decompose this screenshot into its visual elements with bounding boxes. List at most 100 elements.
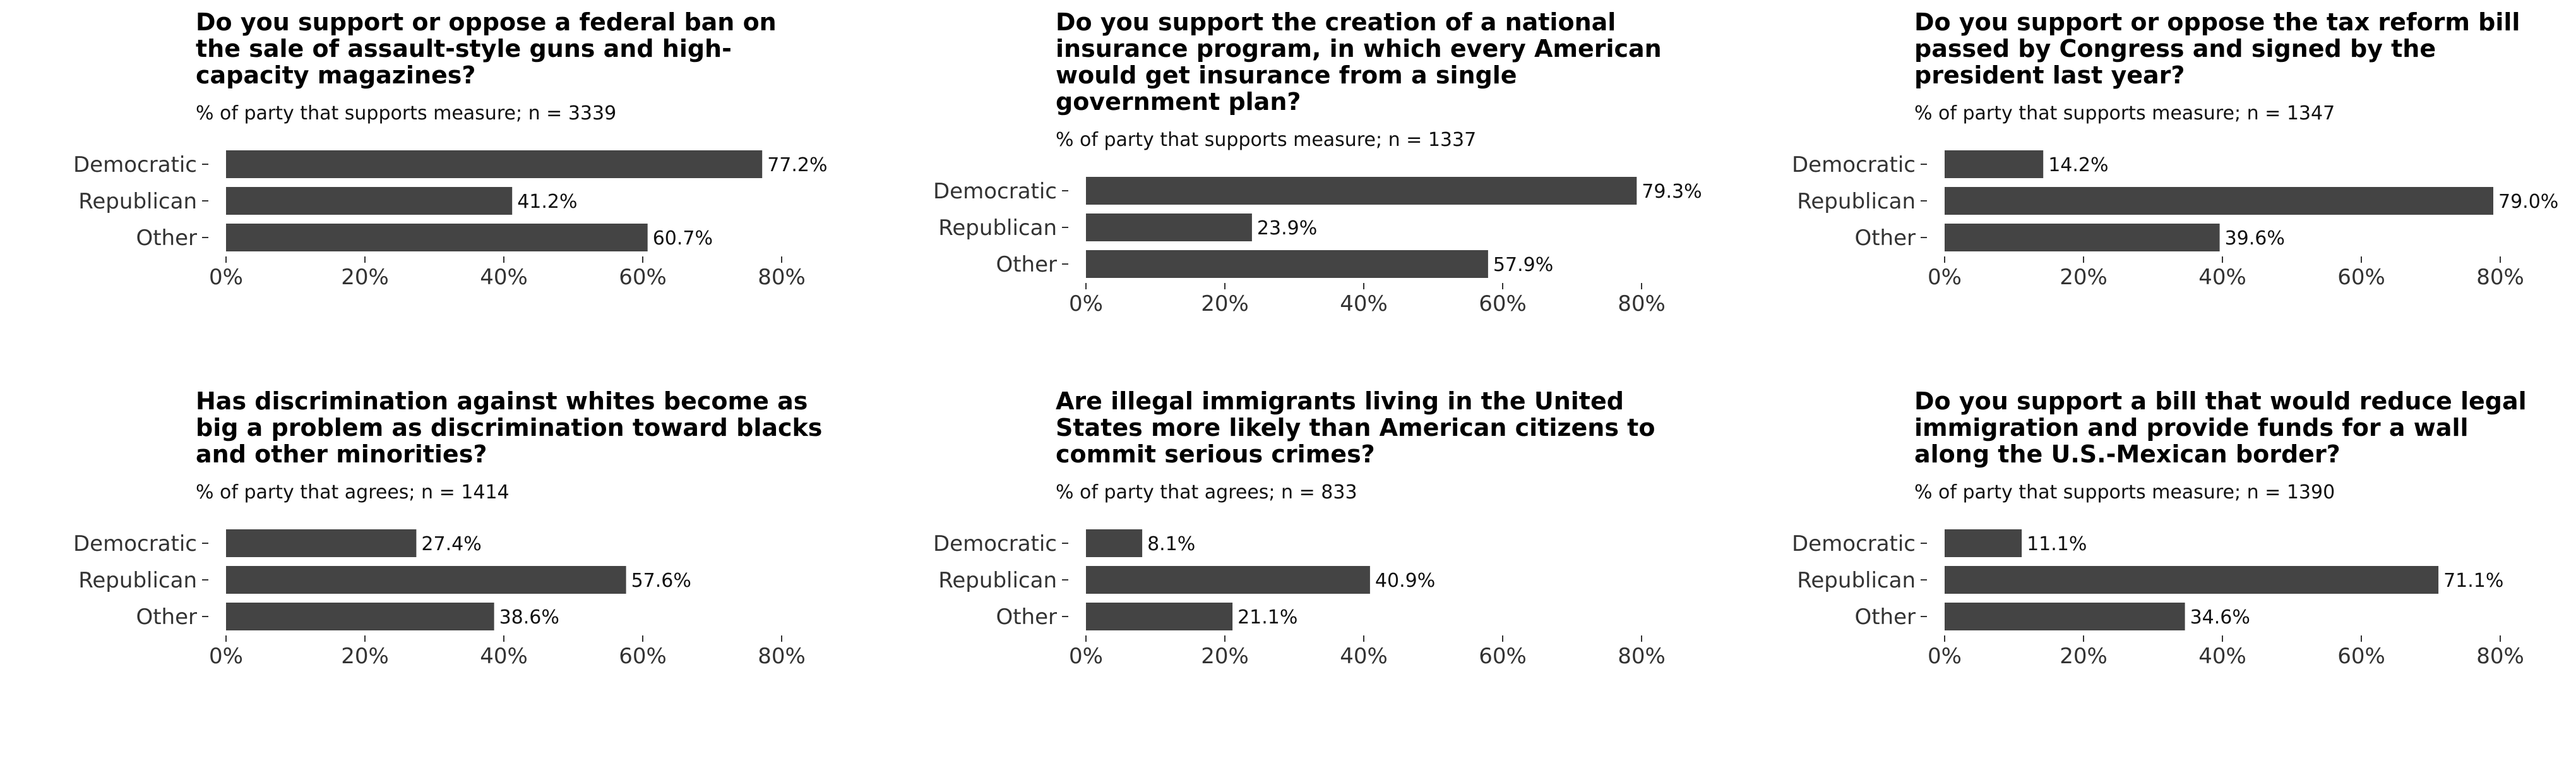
bar-chart-plot: Democratic 14.2% Republican 79.0% Other 39.6%… (1792, 150, 2558, 290)
value-label: 71.1% (2443, 570, 2503, 592)
category-label: Republican (938, 215, 1057, 241)
bar-republican (226, 566, 626, 594)
value-label: 41.2% (517, 191, 577, 213)
x-axis-tick-label: 40% (1340, 644, 1388, 669)
value-label: 8.1% (1147, 533, 1195, 555)
x-axis-tick-label: 60% (1479, 644, 1527, 669)
bar-republican (1945, 566, 2439, 594)
value-label: 21.1% (1237, 606, 1297, 629)
bar-other (1945, 603, 2185, 630)
value-label: 60.7% (653, 227, 713, 250)
bar-chart-plot: Democratic 11.1% Republican 71.1% Other 34.6%… (1792, 529, 2524, 669)
bar-chart-plot: Democratic 77.2% Republican 41.2% Other 60.7%… (73, 150, 828, 290)
x-axis-tick-label: 60% (619, 265, 667, 290)
value-label: 77.2% (767, 154, 827, 176)
value-label: 79.0% (2498, 191, 2558, 213)
x-axis-tick-label: 0% (209, 265, 243, 290)
x-axis-tick-label: 0% (1069, 291, 1103, 316)
chart-title: Do you support a bill that would reduce … (1914, 387, 2527, 468)
bar-democratic (1945, 150, 2044, 178)
bar-democratic (1945, 529, 2022, 557)
chart-title: Do you support or oppose a federal ban o… (196, 8, 777, 89)
x-axis-tick-label: 20% (341, 644, 389, 669)
x-axis-tick-label: 0% (1928, 265, 1962, 290)
bar-other (226, 603, 494, 630)
x-axis-tick-label: 80% (1618, 644, 1666, 669)
category-label: Other (1854, 605, 1916, 630)
bar-chart-plot: Democratic 27.4% Republican 57.6% Other 38.6%… (73, 529, 806, 669)
value-label: 38.6% (499, 606, 559, 629)
x-axis-tick-label: 60% (2337, 265, 2385, 290)
x-axis-tick-label: 20% (2060, 644, 2108, 669)
value-label: 34.6% (2190, 606, 2250, 629)
bar-republican (1086, 214, 1252, 241)
value-label: 27.4% (421, 533, 481, 555)
x-axis-tick-label: 20% (2060, 265, 2108, 290)
x-axis-tick-label: 80% (2476, 265, 2524, 290)
x-axis-tick-label: 40% (2198, 265, 2246, 290)
category-label: Democratic (73, 531, 197, 556)
bar-republican (1086, 566, 1370, 594)
bar-chart-plot: Democratic 79.3% Republican 23.9% Other 57.9%… (933, 177, 1702, 316)
x-axis-tick-label: 80% (758, 644, 806, 669)
category-label: Other (996, 605, 1057, 630)
x-axis-tick-label: 80% (758, 265, 806, 290)
chart-panel-1: Do you support or oppose a federal ban o… (73, 8, 1004, 363)
x-axis-tick-label: 20% (1201, 291, 1249, 316)
bar-democratic (1086, 529, 1143, 557)
chart-panel-5: Are illegal immigrants living in the Uni… (933, 387, 1864, 742)
category-label: Republican (78, 189, 197, 214)
value-label: 11.1% (2027, 533, 2087, 555)
value-label: 40.9% (1375, 570, 1435, 592)
value-label: 14.2% (2048, 154, 2108, 176)
x-axis-tick-label: 40% (1340, 291, 1388, 316)
bar-republican (1945, 187, 2493, 215)
bar-other (1086, 603, 1233, 630)
category-label: Republican (1797, 189, 1916, 214)
category-label: Other (136, 226, 197, 251)
x-axis-tick-label: 60% (619, 644, 667, 669)
value-label: 79.3% (1642, 181, 1702, 203)
bar-chart-plot: Democratic 8.1% Republican 40.9% Other 21.1% 0… (933, 529, 1666, 669)
x-axis-tick-label: 40% (480, 265, 528, 290)
chart-subtitle: % of party that agrees; n = 1414 (196, 481, 510, 503)
chart-title: Do you support the creation of a nationa… (1056, 8, 1662, 116)
x-axis-tick-label: 80% (2476, 644, 2524, 669)
chart-subtitle: % of party that supports measure; n = 33… (196, 102, 617, 124)
category-label: Other (1854, 226, 1916, 251)
chart-panel-2: Do you support the creation of a nationa… (933, 8, 1864, 363)
bar-democratic (226, 150, 763, 178)
category-label: Other (136, 605, 197, 630)
bar-other (226, 224, 648, 251)
x-axis-tick-label: 20% (341, 265, 389, 290)
category-label: Democratic (1792, 531, 1916, 556)
chart-subtitle: % of party that agrees; n = 833 (1056, 481, 1357, 503)
category-label: Republican (78, 568, 197, 593)
value-label: 57.6% (631, 570, 691, 592)
chart-panel-4: Has discrimination against whites become… (73, 387, 1004, 742)
chart-subtitle: % of party that supports measure; n = 13… (1914, 102, 2335, 124)
x-axis-tick-label: 80% (1618, 291, 1666, 316)
chart-subtitle: % of party that supports measure; n = 13… (1056, 129, 1477, 151)
category-label: Democratic (933, 531, 1057, 556)
x-axis-tick-label: 20% (1201, 644, 1249, 669)
chart-subtitle: % of party that supports measure; n = 13… (1914, 481, 2335, 503)
bar-other (1086, 250, 1488, 278)
value-label: 39.6% (2225, 227, 2285, 250)
category-label: Other (996, 252, 1057, 277)
x-axis-tick-label: 0% (1069, 644, 1103, 669)
category-label: Democratic (933, 179, 1057, 204)
chart-title: Do you support or oppose the tax reform … (1914, 8, 2520, 89)
bar-democratic (226, 529, 417, 557)
x-axis-tick-label: 40% (2198, 644, 2246, 669)
value-label: 57.9% (1493, 254, 1553, 276)
category-label: Democratic (73, 152, 197, 177)
category-label: Republican (1797, 568, 1916, 593)
chart-title: Are illegal immigrants living in the Uni… (1056, 387, 1655, 468)
bar-other (1945, 224, 2220, 251)
x-axis-tick-label: 60% (1479, 291, 1527, 316)
category-label: Democratic (1792, 152, 1916, 177)
chart-title: Has discrimination against whites become… (196, 387, 823, 468)
chart-panel-3: Do you support or oppose the tax reform … (1792, 8, 2576, 363)
x-axis-tick-label: 60% (2337, 644, 2385, 669)
